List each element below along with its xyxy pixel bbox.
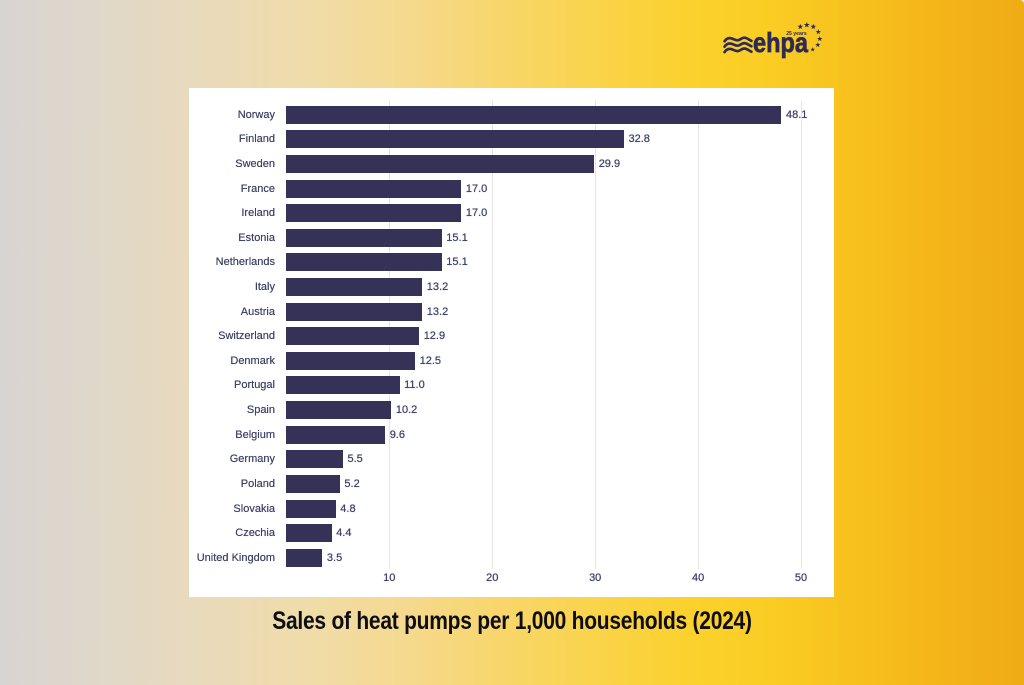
svg-text:ehpa: ehpa [753,27,808,58]
svg-text:25 years: 25 years [786,31,807,37]
